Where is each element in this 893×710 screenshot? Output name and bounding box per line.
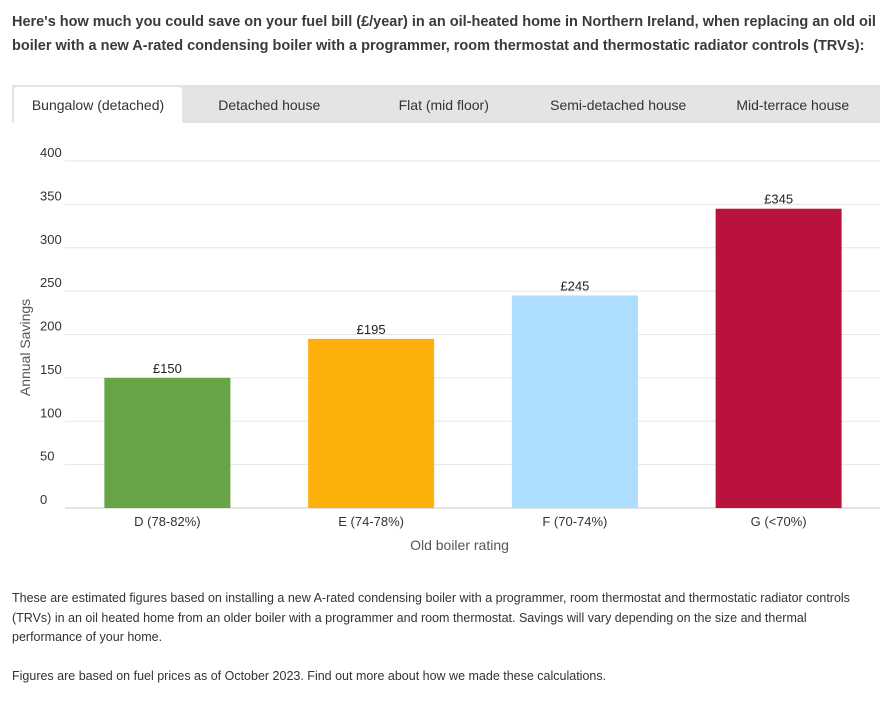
x-tick-label: F (70-74%) <box>542 514 607 529</box>
tab-mid-terrace-house[interactable]: Mid-terrace house <box>736 97 850 113</box>
x-axis-label: Old boiler rating <box>410 537 509 553</box>
bar <box>308 338 435 508</box>
bar <box>511 295 638 508</box>
savings-bar-chart: 0 50 100 150 200 250 300 350 400 Annual Savings £1… <box>17 145 880 553</box>
y-tick-label: 0 <box>40 492 47 507</box>
tab-flat-mid-floor[interactable]: Flat (mid floor) <box>398 97 489 113</box>
fuel-price-note: Figures are based on fuel prices as of O… <box>12 668 607 683</box>
y-tick-label: 250 <box>40 275 62 290</box>
data-label: £150 <box>153 361 182 376</box>
y-tick-label: 200 <box>40 319 62 334</box>
x-tick-label: G (<70%) <box>751 514 807 529</box>
y-tick-label: 50 <box>40 449 54 464</box>
property-type-tabs: Bungalow (detached) Detached house Flat … <box>12 85 880 123</box>
y-tick-label: 150 <box>40 362 62 377</box>
estimate-note: These are estimated figures based on ins… <box>12 591 850 644</box>
x-tick-label: D (78-82%) <box>134 514 200 529</box>
y-tick-label: 300 <box>40 232 62 247</box>
notes: These are estimated figures based on ins… <box>12 589 880 705</box>
y-tick-label: 350 <box>40 188 62 203</box>
tab-detached-house[interactable]: Detached house <box>218 97 321 113</box>
data-label: £245 <box>560 278 589 293</box>
tab-bungalow-detached[interactable]: Bungalow (detached) <box>14 87 182 123</box>
y-tick-label: 100 <box>40 405 62 420</box>
x-tick-label: E (74-78%) <box>338 514 404 529</box>
data-label: £345 <box>764 192 793 207</box>
bar <box>715 208 842 508</box>
data-label: £195 <box>357 322 386 337</box>
y-axis-label: Annual Savings <box>17 299 33 396</box>
intro-heading: Here's how much you could save on your f… <box>12 14 876 54</box>
bar <box>104 377 231 508</box>
tab-semi-detached-house[interactable]: Semi-detached house <box>550 97 687 113</box>
y-tick-label: 400 <box>40 145 62 160</box>
